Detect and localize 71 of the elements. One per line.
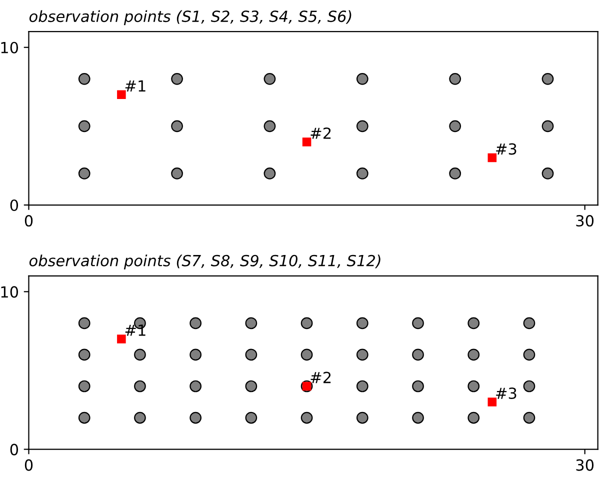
point bbox=[190, 412, 202, 424]
annotation: #3 bbox=[496, 143, 516, 155]
point bbox=[449, 72, 462, 85]
point bbox=[300, 348, 313, 361]
point bbox=[356, 348, 368, 361]
x-tick-label: 30 bbox=[576, 215, 594, 227]
point bbox=[356, 412, 368, 424]
y-tick-label: 0 bbox=[10, 444, 18, 456]
y-tick-label: 10 bbox=[1, 286, 18, 298]
point bbox=[523, 412, 536, 424]
y-tick-label: 10 bbox=[1, 42, 18, 54]
point bbox=[542, 120, 554, 132]
point bbox=[356, 120, 368, 132]
point bbox=[78, 168, 90, 180]
point bbox=[412, 380, 424, 392]
point bbox=[356, 317, 368, 330]
point bbox=[171, 120, 183, 132]
point bbox=[523, 317, 536, 330]
point bbox=[117, 90, 126, 100]
annotation: #3 bbox=[496, 387, 516, 400]
chart-title: observation points (S1, S2, S3, S4, S5, S6) bbox=[29, 10, 352, 26]
point bbox=[264, 120, 276, 132]
point bbox=[78, 317, 90, 330]
point bbox=[264, 168, 276, 180]
point bbox=[245, 412, 258, 424]
point bbox=[542, 72, 554, 85]
chart-title: observation points (S7, S8, S9, S10, S11, S12) bbox=[29, 254, 380, 270]
point bbox=[449, 120, 462, 132]
point bbox=[264, 72, 276, 85]
point bbox=[171, 168, 183, 180]
point bbox=[488, 153, 497, 162]
point bbox=[300, 317, 313, 330]
point bbox=[78, 348, 90, 361]
point bbox=[117, 334, 126, 344]
point bbox=[190, 380, 202, 392]
point bbox=[78, 120, 90, 132]
point bbox=[412, 317, 424, 330]
y-tick-label: 0 bbox=[10, 199, 18, 212]
annotation: #1 bbox=[125, 324, 146, 336]
point bbox=[134, 380, 146, 392]
point bbox=[468, 412, 480, 424]
point bbox=[134, 348, 146, 361]
annotation: #1 bbox=[125, 80, 146, 92]
point bbox=[134, 412, 146, 424]
point bbox=[245, 380, 258, 392]
point bbox=[78, 380, 90, 392]
annotation: #2 bbox=[310, 372, 331, 384]
point bbox=[412, 412, 424, 424]
point bbox=[523, 348, 536, 361]
point bbox=[488, 398, 497, 406]
point bbox=[356, 168, 368, 180]
point bbox=[245, 348, 258, 361]
point bbox=[468, 317, 480, 330]
point bbox=[302, 138, 312, 146]
point bbox=[171, 72, 183, 85]
point bbox=[542, 168, 554, 180]
point bbox=[412, 348, 424, 361]
point bbox=[468, 348, 480, 361]
point bbox=[523, 380, 536, 392]
point bbox=[300, 412, 313, 424]
point bbox=[449, 168, 462, 180]
point bbox=[468, 380, 480, 392]
point bbox=[78, 72, 90, 85]
point bbox=[190, 317, 202, 330]
x-tick-label: 30 bbox=[576, 459, 594, 471]
point bbox=[356, 72, 368, 85]
point bbox=[190, 348, 202, 361]
point bbox=[78, 412, 90, 424]
point bbox=[356, 380, 368, 392]
annotation: #2 bbox=[310, 127, 331, 139]
point bbox=[245, 317, 258, 330]
